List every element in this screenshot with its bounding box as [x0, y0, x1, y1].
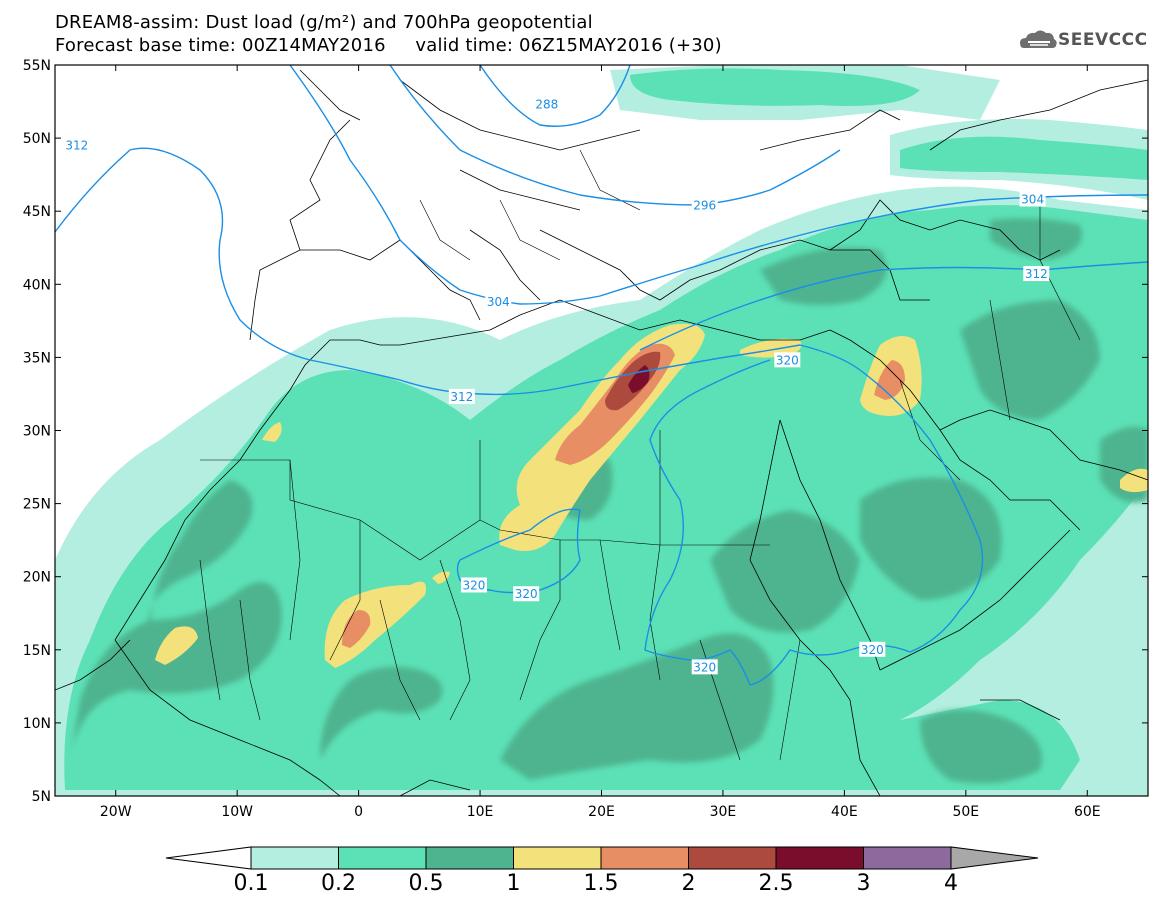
colorbar-segment	[863, 846, 952, 870]
contour-label: 320	[693, 660, 716, 674]
contour-label-bg	[533, 96, 560, 112]
contour-304	[289, 65, 1148, 305]
colorbar-segment	[688, 846, 777, 870]
lon-axis: 20W 10W 0 10E 20E 30E 40E 50E 60E	[100, 65, 1101, 820]
colorbar-segment	[250, 846, 339, 870]
contour-label: 304	[1021, 193, 1044, 207]
colorbar-arrow-high	[950, 846, 1039, 870]
contour-label: 320	[861, 643, 884, 657]
contour-312-east	[639, 261, 1148, 351]
contour-label-bg	[859, 641, 886, 657]
lon-tick-label: 50E	[952, 804, 979, 820]
contour-label-bg	[448, 388, 475, 404]
colorbar-label: 2	[682, 871, 696, 896]
contour-label: 320	[515, 587, 538, 601]
cloud-icon	[1020, 30, 1057, 48]
lat-tick-label: 5N	[32, 789, 51, 805]
lon-tick-label: 40E	[831, 804, 858, 820]
lat-tick-label: 55N	[23, 58, 51, 74]
colorbar-label: 3	[857, 871, 871, 896]
colorbar-segment	[425, 846, 514, 870]
contour-296	[389, 65, 841, 206]
contour-label: 312	[450, 390, 473, 404]
colorbar-segment	[513, 846, 602, 870]
contour-288	[479, 65, 631, 127]
colorbar: 0.1 0.2 0.5 1 1.5 2 2.5 3 4	[165, 846, 1039, 896]
dust-field-2.5	[628, 365, 650, 393]
colorbar-label: 4	[944, 871, 958, 896]
contour-label: 312	[65, 138, 88, 152]
colorbar-label: 2.5	[759, 871, 794, 896]
contour-labels: 312 288 296 304 304 312 312 320 320 320 320 320	[63, 96, 1050, 675]
lon-tick-label: 10W	[221, 804, 253, 820]
geopotential-contours	[55, 65, 1148, 686]
colorbar-label: 1.5	[584, 871, 619, 896]
lon-tick-label: 20E	[588, 804, 615, 820]
logo-text: SEEVCCC	[1058, 30, 1148, 50]
contour-label: 304	[487, 295, 510, 309]
lat-tick-label: 25N	[23, 497, 51, 513]
lat-tick-label: 35N	[23, 350, 51, 366]
contour-label-bg	[774, 352, 801, 368]
colorbar-segment	[338, 846, 427, 870]
colorbar-label: 0.1	[234, 871, 269, 896]
contour-label-bg	[1019, 191, 1046, 207]
contour-label-bg	[485, 293, 512, 309]
contour-320	[644, 344, 984, 686]
map-panel: 312 288 296 304 304 312 312 320 320 320 320 320	[55, 65, 1148, 796]
colorbar-segment	[775, 846, 864, 870]
lat-tick-label: 30N	[23, 424, 51, 440]
colorbar-label: 0.5	[409, 871, 444, 896]
lat-tick-label: 20N	[23, 570, 51, 586]
coastlines	[55, 69, 1148, 796]
lon-tick-label: 10E	[467, 804, 494, 820]
colorbar-segment	[600, 846, 689, 870]
lon-tick-label: 60E	[1074, 804, 1101, 820]
lat-tick-label: 10N	[23, 716, 51, 732]
political-borders	[199, 149, 1081, 761]
contour-label: 312	[1025, 267, 1048, 281]
lon-tick-label: 30E	[710, 804, 737, 820]
lon-tick-label: 0	[354, 804, 363, 820]
contour-label-bg	[513, 586, 540, 602]
contour-label: 320	[776, 353, 799, 367]
contour-label-bg	[63, 137, 90, 153]
lat-tick-label: 45N	[23, 204, 51, 220]
title-line-2: Forecast base time: 00Z14MAY2016 valid t…	[55, 35, 722, 56]
contour-label: 296	[693, 198, 716, 212]
colorbar-label: 0.2	[321, 871, 356, 896]
colorbar-arrow-low	[165, 846, 252, 870]
contour-label-bg	[691, 659, 718, 675]
contour-label-bg	[460, 577, 487, 593]
colorbar-label: 1	[507, 871, 521, 896]
contour-label: 320	[463, 578, 486, 592]
lon-tick-label: 20W	[100, 804, 132, 820]
lat-axis: 55N 50N 45N 40N 35N 30N 25N 20N 15N 10N 5N	[23, 58, 1148, 805]
lat-tick-label: 15N	[23, 643, 51, 659]
contour-label: 288	[535, 97, 558, 111]
lat-tick-label: 50N	[23, 131, 51, 147]
contour-label-bg	[1023, 266, 1050, 282]
contour-label-bg	[691, 197, 718, 213]
contour-312-west	[55, 147, 801, 396]
lat-tick-label: 40N	[23, 277, 51, 293]
title-line-1: DREAM8-assim: Dust load (g/m²) and 700hP…	[55, 12, 593, 33]
